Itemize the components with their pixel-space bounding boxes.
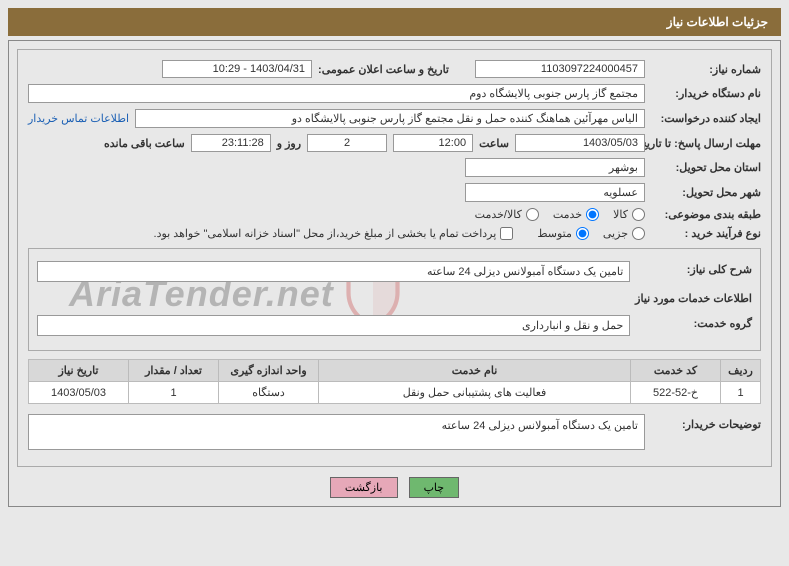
services-header: اطلاعات خدمات مورد نیاز [37, 292, 752, 305]
subject-class-option-both[interactable]: کالا/خدمت [475, 208, 539, 221]
subject-class-text-both: کالا/خدمت [475, 208, 522, 221]
row-requester: ایجاد کننده درخواست: الیاس مهرآئین هماهن… [28, 109, 761, 128]
purchase-type-text-minor: جزیی [603, 227, 628, 240]
td-date: 1403/05/03 [29, 382, 129, 404]
subject-class-radio-goods[interactable] [632, 208, 645, 221]
th-name: نام خدمت [319, 360, 631, 382]
subject-class-label: طبقه بندی موضوعی: [651, 208, 761, 221]
need-summary-label: شرح کلی نیاز: [636, 263, 752, 276]
page-header: جزئیات اطلاعات نیاز [8, 8, 781, 36]
row-purchase-type: نوع فرآیند خرید : جزیی متوسط پرداخت تمام… [28, 227, 761, 240]
row-province: استان محل تحویل: بوشهر [28, 158, 761, 177]
purchase-type-label: نوع فرآیند خرید : [651, 227, 761, 240]
page-title: جزئیات اطلاعات نیاز [667, 15, 768, 29]
form-panel: شماره نیاز: 1103097224000457 تاریخ و ساع… [17, 49, 772, 467]
buyer-notes-value: تامین یک دستگاه آمبولانس دیزلی 24 ساعته [28, 414, 645, 450]
city-label: شهر محل تحویل: [651, 186, 761, 199]
province-label: استان محل تحویل: [651, 161, 761, 174]
subject-class-text-service: خدمت [553, 208, 582, 221]
table-row: 1 خ-52-522 فعالیت های پشتیبانی حمل ونقل … [29, 382, 761, 404]
service-group-value: حمل و نقل و انبارداری [37, 315, 630, 336]
deadline-time: 12:00 [393, 134, 473, 152]
row-buyer-notes: توضیحات خریدار: تامین یک دستگاه آمبولانس… [28, 414, 761, 450]
td-code: خ-52-522 [631, 382, 721, 404]
buyer-notes-label: توضیحات خریدار: [651, 414, 761, 431]
th-unit: واحد اندازه گیری [219, 360, 319, 382]
deadline-days: 2 [307, 134, 387, 152]
purchase-type-text-medium: متوسط [537, 227, 572, 240]
treasury-checkbox-item[interactable]: پرداخت تمام یا بخشی از مبلغ خرید،از محل … [154, 227, 514, 240]
service-group-label: گروه خدمت: [636, 317, 752, 330]
deadline-label: مهلت ارسال پاسخ: تا تاریخ: [651, 137, 761, 150]
buyer-contact-link[interactable]: اطلاعات تماس خریدار [28, 112, 129, 125]
subject-class-text-goods: کالا [613, 208, 628, 221]
need-summary-value: تامین یک دستگاه آمبولانس دیزلی 24 ساعته [37, 261, 630, 282]
city-value: عسلویه [465, 183, 645, 202]
th-code: کد خدمت [631, 360, 721, 382]
requester-label: ایجاد کننده درخواست: [651, 112, 761, 125]
province-value: بوشهر [465, 158, 645, 177]
td-name: فعالیت های پشتیبانی حمل ونقل [319, 382, 631, 404]
purchase-type-option-minor[interactable]: جزیی [603, 227, 645, 240]
deadline-time-label: ساعت [479, 137, 509, 150]
subject-class-radio-service[interactable] [586, 208, 599, 221]
subject-class-option-service[interactable]: خدمت [553, 208, 599, 221]
row-need-number: شماره نیاز: 1103097224000457 تاریخ و ساع… [28, 60, 761, 78]
purchase-type-radio-minor[interactable] [632, 227, 645, 240]
th-qty: تعداد / مقدار [129, 360, 219, 382]
td-unit: دستگاه [219, 382, 319, 404]
need-number-label: شماره نیاز: [651, 63, 761, 76]
treasury-checkbox-label: پرداخت تمام یا بخشی از مبلغ خرید،از محل … [154, 227, 497, 240]
row-buyer-name: نام دستگاه خریدار: مجتمع گاز پارس جنوبی … [28, 84, 761, 103]
table-header-row: ردیف کد خدمت نام خدمت واحد اندازه گیری ت… [29, 360, 761, 382]
purchase-type-option-medium[interactable]: متوسط [537, 227, 589, 240]
th-date: تاریخ نیاز [29, 360, 129, 382]
services-table: ردیف کد خدمت نام خدمت واحد اندازه گیری ت… [28, 359, 761, 404]
th-row: ردیف [721, 360, 761, 382]
treasury-checkbox[interactable] [500, 227, 513, 240]
need-details-panel: AriaTender.net شرح کلی نیاز: تامین یک دس… [28, 248, 761, 351]
deadline-remain-label: ساعت باقی مانده [104, 137, 185, 150]
td-qty: 1 [129, 382, 219, 404]
row-need-summary: شرح کلی نیاز: تامین یک دستگاه آمبولانس د… [37, 257, 752, 282]
deadline-hms: 23:11:28 [191, 134, 271, 152]
announce-datetime-value: 1403/04/31 - 10:29 [162, 60, 312, 78]
need-number-value: 1103097224000457 [475, 60, 645, 78]
back-button[interactable]: بازگشت [330, 477, 398, 498]
buyer-name-value: مجتمع گاز پارس جنوبی پالایشگاه دوم [28, 84, 645, 103]
subject-class-group: کالا خدمت کالا/خدمت [475, 208, 645, 221]
td-row: 1 [721, 382, 761, 404]
row-subject-class: طبقه بندی موضوعی: کالا خدمت کالا/خدمت [28, 208, 761, 221]
deadline-date: 1403/05/03 [515, 134, 645, 152]
requester-value: الیاس مهرآئین هماهنگ کننده حمل و نقل مجت… [135, 109, 645, 128]
deadline-days-label: روز و [277, 137, 301, 150]
print-button[interactable]: چاپ [409, 477, 460, 498]
purchase-type-group: جزیی متوسط [537, 227, 645, 240]
row-service-group: گروه خدمت: حمل و نقل و انبارداری [37, 311, 752, 336]
buyer-name-label: نام دستگاه خریدار: [651, 87, 761, 100]
row-city: شهر محل تحویل: عسلویه [28, 183, 761, 202]
row-deadline: مهلت ارسال پاسخ: تا تاریخ: 1403/05/03 سا… [28, 134, 761, 152]
purchase-type-radio-medium[interactable] [576, 227, 589, 240]
button-row: چاپ بازگشت [17, 477, 772, 498]
subject-class-radio-both[interactable] [526, 208, 539, 221]
subject-class-option-goods[interactable]: کالا [613, 208, 645, 221]
main-panel: شماره نیاز: 1103097224000457 تاریخ و ساع… [8, 40, 781, 507]
announce-datetime-label: تاریخ و ساعت اعلان عمومی: [318, 63, 449, 76]
